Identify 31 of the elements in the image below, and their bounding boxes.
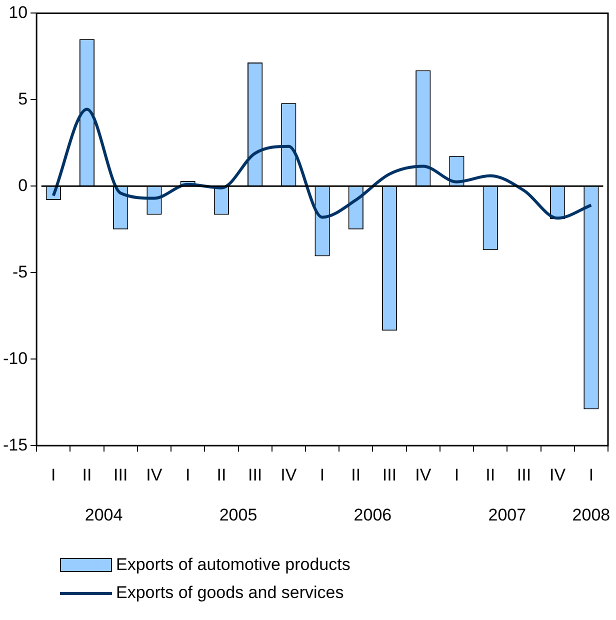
y-tick-label: -5 bbox=[12, 262, 28, 282]
x-tick-label: IV bbox=[415, 465, 432, 484]
x-tick-label: I bbox=[588, 465, 594, 484]
x-tick-label: I bbox=[185, 465, 190, 484]
x-tick-label: III bbox=[248, 465, 262, 484]
text: 2004 bbox=[84, 505, 123, 524]
x-tick-label: I bbox=[320, 465, 325, 484]
x-tick-label: IV bbox=[550, 465, 566, 484]
x-tick-label: III bbox=[114, 465, 128, 484]
y-tick-label: -10 bbox=[2, 348, 28, 368]
y-tick-label: 10 bbox=[8, 2, 28, 22]
x-tick-label: II bbox=[82, 465, 92, 484]
x-tick-label: IV bbox=[280, 465, 298, 484]
text: 2007 bbox=[488, 505, 526, 524]
x-tick-label: III bbox=[382, 465, 397, 484]
x-tick-label: III bbox=[516, 465, 532, 484]
x-tick-label: IV bbox=[146, 465, 163, 484]
text: 2008 bbox=[572, 505, 610, 524]
x-tick-label: II bbox=[486, 465, 496, 484]
text: 2005 bbox=[219, 505, 258, 524]
x-tick-label: II bbox=[351, 465, 361, 484]
x-tick-label: I bbox=[454, 465, 460, 484]
y-tick-label: -15 bbox=[2, 435, 28, 454]
legend-label: Exports of goods and services bbox=[116, 583, 344, 603]
y-tick-label: 0 bbox=[18, 176, 28, 195]
x-tick-label: I bbox=[51, 465, 56, 484]
y-tick-label: 5 bbox=[18, 89, 28, 108]
line-series bbox=[52, 108, 593, 220]
text: 2006 bbox=[354, 505, 392, 524]
legend-label: Exports of automotive products bbox=[116, 555, 350, 575]
x-tick-label: II bbox=[216, 465, 226, 484]
